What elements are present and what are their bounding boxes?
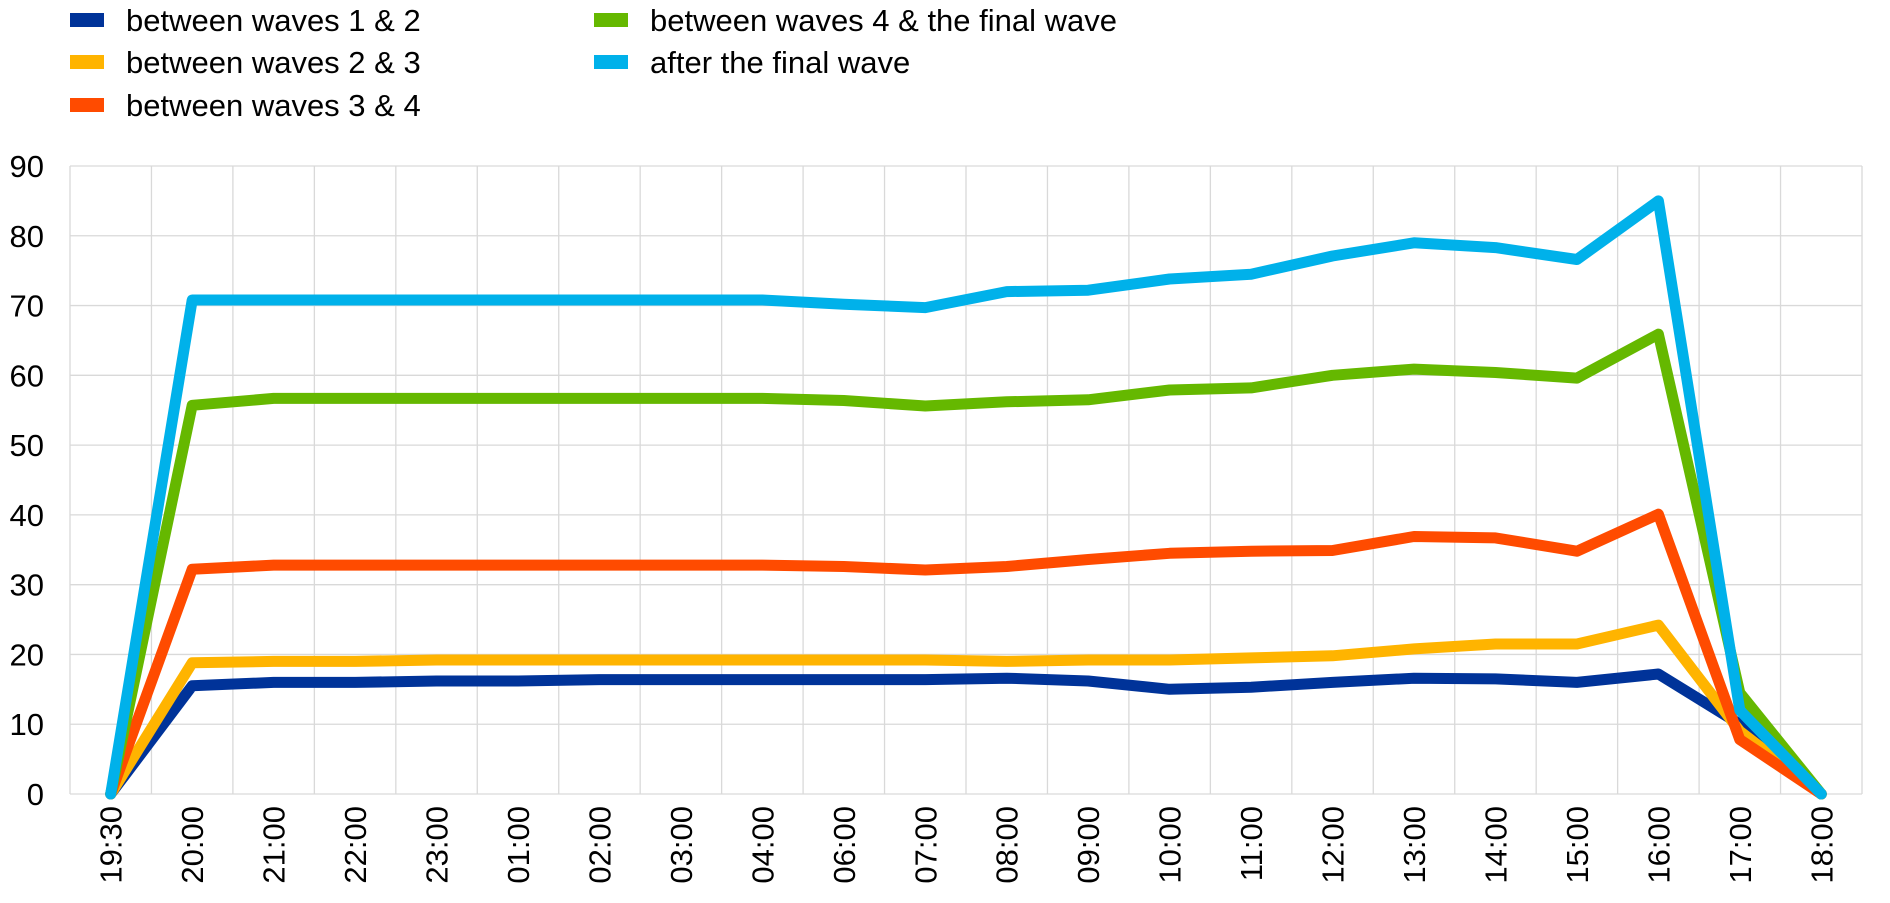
y-tick-label: 30	[10, 568, 44, 603]
x-tick-label: 21:00	[257, 806, 292, 884]
y-tick-label: 80	[10, 219, 44, 254]
legend-swatch	[70, 98, 104, 112]
x-tick-label: 19:30	[94, 806, 129, 884]
legend-swatch	[70, 55, 104, 69]
x-tick-label: 11:00	[1234, 806, 1269, 881]
series-line-2	[105, 619, 1827, 800]
x-tick-label: 12:00	[1316, 806, 1351, 884]
legend-label: between waves 2 & 3	[126, 45, 421, 80]
x-tick-label: 22:00	[338, 806, 373, 884]
x-tick-label: 10:00	[1153, 806, 1188, 884]
x-tick-label: 14:00	[1478, 806, 1513, 884]
legend-item: between waves 2 & 3	[70, 45, 421, 80]
x-tick-label: 07:00	[908, 806, 943, 884]
x-tick-label: 09:00	[1071, 806, 1106, 884]
x-tick-label: 16:00	[1641, 806, 1676, 884]
y-tick-label: 60	[10, 358, 44, 393]
x-tick-label: 18:00	[1804, 806, 1839, 884]
series-line-3	[105, 508, 1827, 800]
x-tick-label: 17:00	[1723, 806, 1758, 884]
x-tick-label: 23:00	[420, 806, 455, 884]
legend-swatch	[70, 13, 104, 27]
x-tick-label: 15:00	[1560, 806, 1595, 884]
legend-swatch	[594, 13, 628, 27]
legend-item: after the final wave	[594, 45, 910, 80]
y-tick-label: 50	[10, 428, 44, 463]
legend-swatch	[594, 55, 628, 69]
legend-label: between waves 4 & the final wave	[650, 3, 1117, 38]
y-tick-label: 20	[10, 637, 44, 672]
x-tick-label: 08:00	[990, 806, 1025, 884]
series-line-1	[105, 668, 1827, 800]
series-line-4	[105, 328, 1827, 800]
x-tick-label: 03:00	[664, 806, 699, 884]
legend-item: between waves 3 & 4	[70, 88, 421, 123]
y-tick-label: 10	[10, 707, 44, 742]
legend-label: after the final wave	[650, 45, 910, 80]
y-axis: 0 10 20 30 40 50 60 70 80 90	[10, 149, 44, 812]
legend-item: between waves 4 & the final wave	[594, 3, 1117, 38]
legend: between waves 1 & 2 between waves 2 & 3 be…	[70, 3, 1117, 123]
legend-item: between waves 1 & 2	[70, 3, 421, 38]
x-tick-label: 06:00	[827, 806, 862, 884]
legend-label: between waves 3 & 4	[126, 88, 421, 123]
y-tick-label: 0	[27, 777, 44, 812]
x-tick-label: 20:00	[175, 806, 210, 884]
x-tick-label: 13:00	[1397, 806, 1432, 884]
y-tick-label: 90	[10, 149, 44, 184]
x-tick-label: 02:00	[582, 806, 617, 884]
y-tick-label: 70	[10, 289, 44, 324]
x-axis: 19:30 20:00 21:00 22:00 23:00 01:00 02:00 03:00…	[94, 806, 1840, 884]
legend-label: between waves 1 & 2	[126, 3, 421, 38]
plot-area	[105, 195, 1827, 800]
x-tick-label: 04:00	[745, 806, 780, 884]
y-tick-label: 40	[10, 498, 44, 533]
x-tick-label: 01:00	[501, 806, 536, 884]
gridlines	[69, 165, 1863, 795]
series-line-5	[105, 195, 1827, 800]
